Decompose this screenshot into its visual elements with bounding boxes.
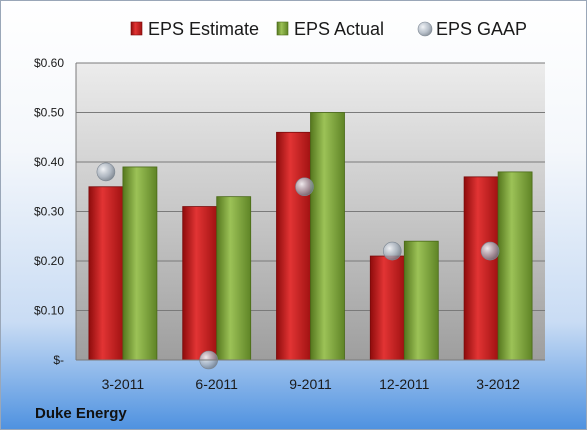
point-eps-gaap bbox=[382, 241, 402, 261]
x-tick-label: 12-2011 bbox=[379, 376, 430, 392]
legend-swatch-eps-actual bbox=[276, 21, 289, 36]
legend: EPS Estimate EPS Actual EPS GAAP bbox=[130, 19, 527, 39]
bar-eps-estimate bbox=[276, 131, 311, 361]
y-axis: $0.60 $0.50 $0.40 $0.30 $0.20 $0.10 $- bbox=[34, 56, 77, 367]
point-eps-gaap bbox=[480, 241, 500, 261]
bar-eps-estimate bbox=[182, 206, 218, 361]
bar-eps-actual bbox=[403, 240, 439, 361]
x-tick-label: 3-2011 bbox=[102, 376, 145, 392]
y-tick-label: $0.30 bbox=[34, 205, 64, 219]
x-tick-label: 3-2012 bbox=[476, 376, 520, 392]
legend-label: EPS Estimate bbox=[148, 19, 259, 39]
x-tick-label: 6-2011 bbox=[195, 376, 238, 392]
point-eps-gaap bbox=[295, 177, 314, 197]
y-tick-label: $0.60 bbox=[34, 56, 64, 70]
y-tick-label: $- bbox=[53, 353, 64, 367]
y-tick-label: $0.20 bbox=[34, 254, 64, 268]
legend-label: EPS GAAP bbox=[436, 19, 527, 39]
x-tick-label: 9-2011 bbox=[289, 376, 332, 392]
point-eps-gaap bbox=[96, 162, 116, 182]
bar-eps-actual bbox=[122, 166, 158, 361]
bars bbox=[88, 112, 533, 361]
y-tick-label: $0.40 bbox=[34, 155, 64, 169]
y-tick-label: $0.10 bbox=[34, 304, 64, 318]
bar-eps-actual bbox=[497, 171, 533, 361]
legend-swatch-eps-gaap bbox=[417, 21, 433, 37]
company-label: Duke Energy bbox=[35, 405, 127, 422]
bar-eps-actual bbox=[310, 112, 345, 361]
bar-eps-estimate bbox=[369, 255, 405, 361]
bar-eps-estimate bbox=[463, 176, 499, 361]
legend-label: EPS Actual bbox=[294, 19, 384, 39]
x-axis: 3-2011 6-2011 9-2011 12-2011 3-2012 bbox=[76, 359, 545, 392]
legend-swatch-eps-estimate bbox=[130, 21, 143, 36]
bar-eps-estimate bbox=[88, 186, 124, 361]
y-tick-label: $0.50 bbox=[34, 106, 64, 120]
bar-eps-actual bbox=[216, 196, 252, 361]
